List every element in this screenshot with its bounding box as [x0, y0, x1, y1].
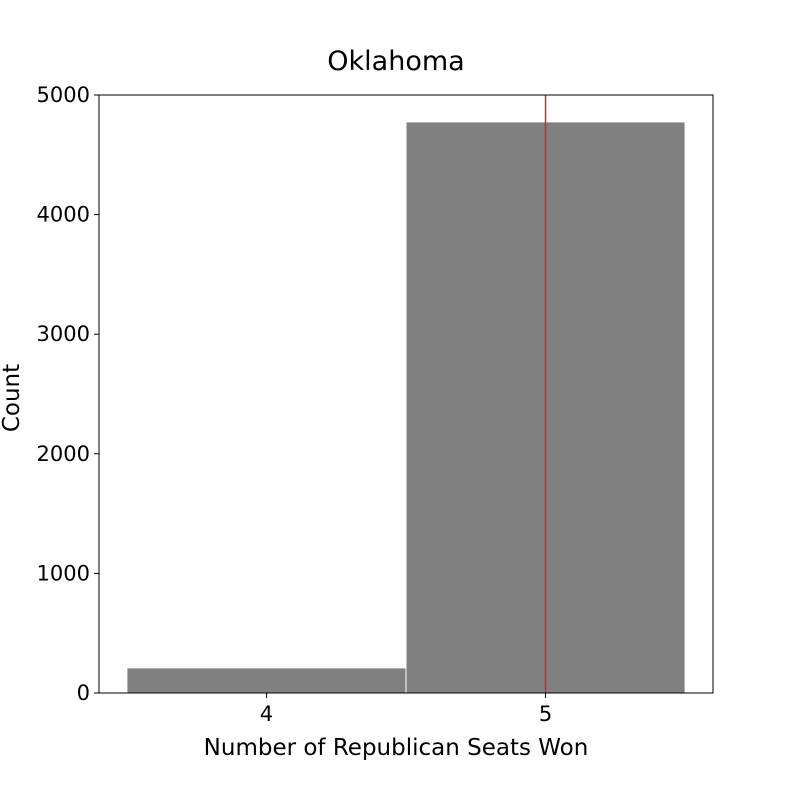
bars-group — [126, 121, 686, 694]
y-tick-label: 1000 — [37, 561, 90, 585]
plot-area-frame — [98, 94, 714, 694]
y-tick-label: 5000 — [37, 83, 90, 107]
y-tick-label: 0 — [77, 681, 90, 705]
y-tick-label: 3000 — [37, 322, 90, 346]
y-axis-label: Count — [0, 364, 25, 432]
chart-title: Oklahoma — [327, 46, 464, 77]
y-tick-label: 4000 — [37, 203, 90, 227]
y-axis-ticks: 0 1000 2000 3000 4000 5000 — [37, 83, 99, 705]
x-axis-label: Number of Republican Seats Won — [204, 735, 589, 761]
bar-4 — [126, 667, 407, 694]
x-tick-label: 5 — [539, 702, 552, 726]
y-tick-label: 2000 — [37, 442, 90, 466]
x-tick-label: 4 — [260, 702, 273, 726]
